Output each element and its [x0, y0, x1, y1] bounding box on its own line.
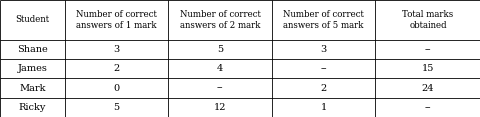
Text: 1: 1: [320, 103, 326, 112]
Text: 12: 12: [214, 103, 226, 112]
Text: 4: 4: [216, 64, 223, 73]
Text: Number of correct
answers of 5 mark: Number of correct answers of 5 mark: [282, 10, 363, 30]
Text: 24: 24: [421, 84, 433, 93]
Text: Total marks
obtained: Total marks obtained: [402, 10, 453, 30]
Text: 0: 0: [113, 84, 120, 93]
Text: --: --: [216, 84, 223, 93]
Text: --: --: [424, 103, 431, 112]
Text: 15: 15: [421, 64, 433, 73]
Text: Ricky: Ricky: [19, 103, 46, 112]
Text: --: --: [320, 64, 326, 73]
Text: Mark: Mark: [19, 84, 46, 93]
Text: 2: 2: [320, 84, 326, 93]
Text: James: James: [17, 64, 48, 73]
Text: Student: Student: [15, 15, 49, 24]
Text: 3: 3: [113, 45, 120, 54]
Text: 5: 5: [216, 45, 223, 54]
Text: --: --: [424, 45, 431, 54]
Text: Number of correct
answers of 1 mark: Number of correct answers of 1 mark: [76, 10, 157, 30]
Text: Shane: Shane: [17, 45, 48, 54]
Text: 2: 2: [113, 64, 120, 73]
Text: 5: 5: [113, 103, 120, 112]
Text: Number of correct
answers of 2 mark: Number of correct answers of 2 mark: [179, 10, 260, 30]
Text: 3: 3: [320, 45, 326, 54]
